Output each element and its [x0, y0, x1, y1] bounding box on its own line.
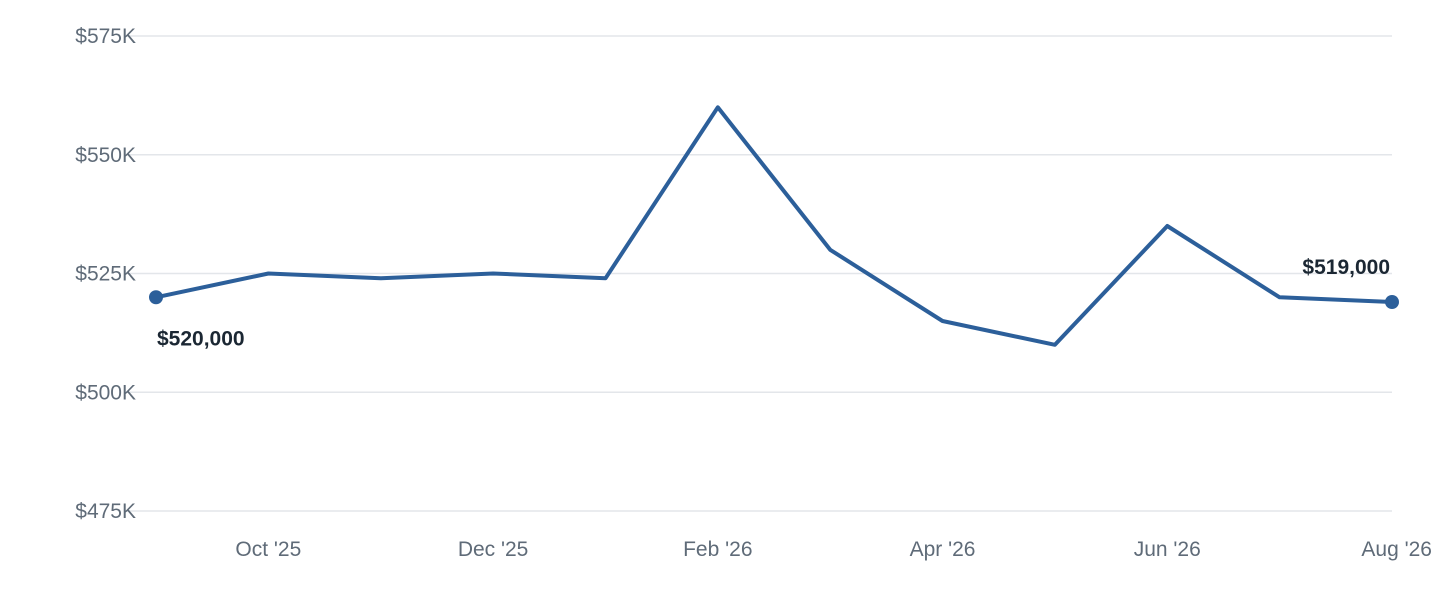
x-tick-label: Apr '26 — [910, 538, 976, 561]
y-axis: $475K $500K $525K $550K $575K — [75, 25, 136, 523]
data-label: $519,000 — [1302, 256, 1390, 279]
y-tick-label: $575K — [75, 25, 136, 48]
data-label: $520,000 — [157, 327, 245, 350]
x-tick-label: Jun '26 — [1134, 538, 1201, 561]
series-layer — [149, 105, 1399, 347]
y-tick-label: $550K — [75, 144, 136, 167]
x-tick-label: Feb '26 — [683, 538, 752, 561]
x-tick-label: Dec '25 — [458, 538, 529, 561]
y-tick-label: $525K — [75, 263, 136, 286]
x-tick-label: Oct '25 — [235, 538, 301, 561]
series-line — [154, 105, 1394, 347]
x-tick-label: Aug '26 — [1361, 538, 1432, 561]
y-tick-label: $475K — [75, 500, 136, 523]
x-axis: Oct '25 Dec '25 Feb '26 Apr '26 Jun '26 Aug '… — [235, 538, 1432, 561]
data-point[interactable] — [149, 290, 163, 305]
data-labels: $520,000 $519,000 — [157, 256, 1390, 350]
grid-lines — [126, 35, 1392, 512]
data-point[interactable] — [1385, 295, 1399, 309]
y-tick-label: $500K — [75, 381, 136, 404]
